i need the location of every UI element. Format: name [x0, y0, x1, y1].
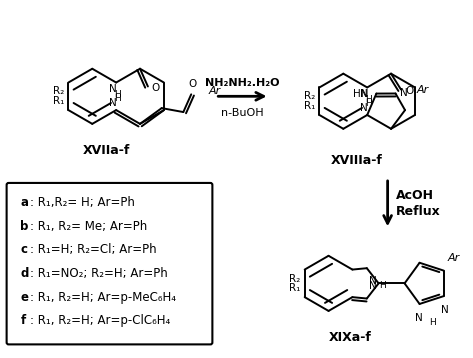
- Text: a: a: [20, 196, 28, 209]
- Text: H: H: [365, 99, 372, 108]
- Text: N: N: [369, 276, 377, 286]
- Text: : R₁, R₂= Me; Ar=Ph: : R₁, R₂= Me; Ar=Ph: [30, 220, 148, 233]
- Text: : R₁, R₂=H; Ar=p-ClC₆H₄: : R₁, R₂=H; Ar=p-ClC₆H₄: [30, 314, 170, 327]
- Text: N: N: [401, 88, 408, 98]
- Text: f: f: [20, 314, 26, 327]
- Text: : R₁=H; R₂=Cl; Ar=Ph: : R₁=H; R₂=Cl; Ar=Ph: [30, 243, 157, 256]
- Text: Reflux: Reflux: [395, 205, 440, 218]
- Text: R₂: R₂: [289, 274, 301, 284]
- Text: H: H: [429, 318, 436, 327]
- Text: N: N: [415, 313, 422, 323]
- Text: R₂: R₂: [304, 91, 315, 101]
- Text: c: c: [20, 243, 27, 256]
- Text: N: N: [369, 281, 377, 291]
- Text: H: H: [114, 94, 121, 103]
- Text: H: H: [379, 281, 385, 290]
- FancyBboxPatch shape: [7, 183, 212, 344]
- Text: XVIIIa-f: XVIIIa-f: [331, 154, 383, 167]
- Text: NH₂NH₂.H₂O: NH₂NH₂.H₂O: [205, 78, 280, 88]
- Text: H: H: [114, 90, 121, 99]
- Text: R₂: R₂: [53, 87, 64, 96]
- Text: N: N: [109, 98, 117, 108]
- Text: XVIIa-f: XVIIa-f: [82, 144, 130, 157]
- Text: O: O: [152, 83, 160, 93]
- Text: : R₁=NO₂; R₂=H; Ar=Ph: : R₁=NO₂; R₂=H; Ar=Ph: [30, 267, 168, 280]
- Text: e: e: [20, 291, 28, 304]
- Text: Ar: Ar: [417, 85, 429, 95]
- Text: n-BuOH: n-BuOH: [221, 108, 264, 118]
- Text: d: d: [20, 267, 29, 280]
- Text: AcOH: AcOH: [395, 189, 433, 202]
- Text: N: N: [360, 103, 368, 113]
- Text: N: N: [360, 90, 368, 99]
- Text: N: N: [441, 305, 448, 315]
- Text: O: O: [406, 86, 414, 96]
- Text: XIXa-f: XIXa-f: [329, 331, 372, 344]
- Text: N: N: [109, 84, 117, 95]
- Text: O: O: [188, 79, 196, 90]
- Text: R₁: R₁: [53, 96, 64, 106]
- Text: HN: HN: [353, 88, 368, 98]
- Text: Ar: Ar: [448, 253, 460, 263]
- Text: R₁: R₁: [289, 283, 301, 293]
- Text: Ar: Ar: [209, 86, 221, 96]
- Text: b: b: [20, 220, 29, 233]
- Text: : R₁, R₂=H; Ar=p-MeC₆H₄: : R₁, R₂=H; Ar=p-MeC₆H₄: [30, 291, 176, 304]
- Text: : R₁,R₂= H; Ar=Ph: : R₁,R₂= H; Ar=Ph: [30, 196, 135, 209]
- Text: H: H: [365, 95, 372, 104]
- Text: R₁: R₁: [304, 101, 315, 111]
